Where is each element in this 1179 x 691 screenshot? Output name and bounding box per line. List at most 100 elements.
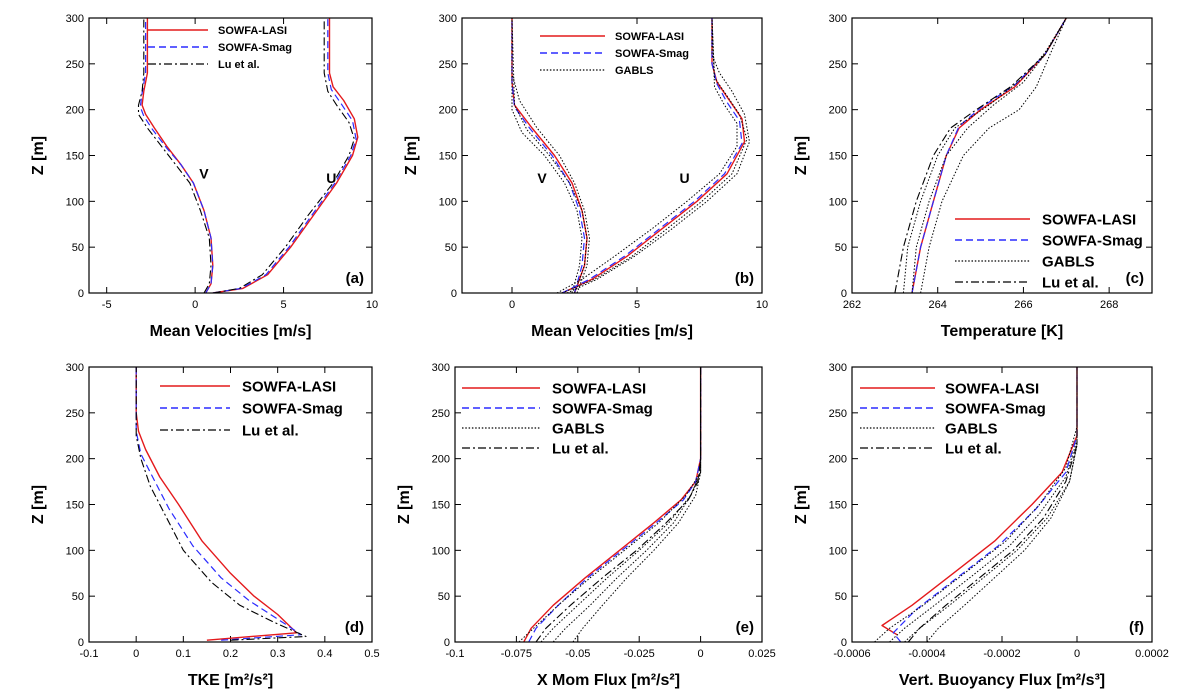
y-tick-label: 250 xyxy=(829,408,847,420)
plot-frame xyxy=(462,18,762,293)
y-tick-label: 0 xyxy=(841,288,847,300)
y-tick-label: 300 xyxy=(439,13,457,25)
legend-label: GABLS xyxy=(945,420,998,437)
y-tick-label: 200 xyxy=(432,454,450,466)
x-axis-title: Vert. Buoyancy Flux [m²/s³] xyxy=(899,672,1105,689)
legend-label: SOWFA-LASI xyxy=(218,25,287,37)
series-line-sowfa-smag xyxy=(912,18,1066,293)
y-tick-label: 0 xyxy=(78,288,84,300)
x-tick-label: 5 xyxy=(634,299,640,311)
y-tick-label: 150 xyxy=(829,151,847,163)
y-tick-label: 150 xyxy=(66,151,84,163)
x-tick-label: 0.0002 xyxy=(1135,648,1169,660)
y-tick-label: 50 xyxy=(72,242,84,254)
y-tick-label: 150 xyxy=(66,500,84,512)
y-tick-label: 250 xyxy=(66,59,84,71)
legend: SOWFA-LASI SOWFA-Smag GABLS Lu et al. xyxy=(462,380,653,457)
legend: SOWFA-LASI SOWFA-Smag Lu et al. xyxy=(160,378,343,439)
y-axis-title: Z [m] xyxy=(30,485,47,524)
legend-label: Lu et al. xyxy=(218,59,260,71)
x-tick-label: 0 xyxy=(509,299,515,311)
y-tick-label: 200 xyxy=(66,454,84,466)
panel-label: (d) xyxy=(345,619,364,636)
y-axis-title: Z [m] xyxy=(793,136,810,175)
y-tick-label: 100 xyxy=(66,545,84,557)
series-line-gabls xyxy=(512,18,587,293)
legend-label: SOWFA-Smag xyxy=(552,400,653,417)
series-line-gabls xyxy=(912,18,1066,293)
series-line-gabls xyxy=(512,18,590,293)
x-tick-label: 262 xyxy=(843,299,861,311)
legend-label: Lu et al. xyxy=(552,440,609,457)
x-tick-label: 0.2 xyxy=(223,648,238,660)
x-axis-title: Temperature [K] xyxy=(941,323,1063,340)
curve-annotation: V xyxy=(537,170,547,186)
x-tick-label: -0.05 xyxy=(565,648,590,660)
x-axis-title: Mean Velocities [m/s] xyxy=(150,323,312,340)
series-line-sowfa-lasi xyxy=(912,18,1066,293)
legend: SOWFA-LASI SOWFA-Smag Lu et al. xyxy=(148,25,292,71)
legend-label: SOWFA-Smag xyxy=(615,48,689,60)
y-tick-label: 50 xyxy=(72,591,84,603)
x-tick-label: 0 xyxy=(698,648,704,660)
y-tick-label: 0 xyxy=(78,637,84,649)
y-tick-label: 150 xyxy=(432,500,450,512)
y-tick-label: 250 xyxy=(829,59,847,71)
y-tick-label: 100 xyxy=(66,196,84,208)
x-tick-label: 268 xyxy=(1100,299,1118,311)
plot-frame xyxy=(852,18,1152,293)
x-tick-label: -5 xyxy=(102,299,112,311)
series-line-gabls xyxy=(921,18,1067,293)
y-tick-label: 300 xyxy=(432,362,450,374)
panel-c: 262 264 266 268 0 50 100 150 200 250 300 SOWFA-LASI… xyxy=(793,13,1152,340)
panel-e: -0.1 -0.075 -0.05 -0.025 0 0.025 0 50 100 150 200 2… xyxy=(396,362,776,689)
legend-label: SOWFA-LASI xyxy=(615,31,684,43)
series-line-gabls xyxy=(512,18,582,293)
x-tick-label: -0.1 xyxy=(80,648,99,660)
panel-b: 0 5 10050100150200250300V USOWFA-LASISOWFA-… xyxy=(403,13,768,340)
y-tick-label: 200 xyxy=(829,105,847,117)
y-tick-label: 0 xyxy=(451,288,457,300)
legend-label: SOWFA-Smag xyxy=(1042,232,1143,249)
legend-label: SOWFA-LASI xyxy=(242,378,336,395)
legend-label: SOWFA-Smag xyxy=(242,400,343,417)
y-tick-label: 300 xyxy=(66,13,84,25)
y-tick-label: 200 xyxy=(439,105,457,117)
y-axis-title: Z [m] xyxy=(396,485,413,524)
y-tick-label: 150 xyxy=(829,500,847,512)
y-tick-label: 0 xyxy=(444,637,450,649)
y-tick-label: 50 xyxy=(438,591,450,603)
series-line-lu-et-al xyxy=(895,18,1066,293)
x-tick-label: 0 xyxy=(1074,648,1080,660)
y-tick-label: 200 xyxy=(829,454,847,466)
legend-label: SOWFA-LASI xyxy=(1042,211,1136,228)
y-axis-title: Z [m] xyxy=(403,136,420,175)
curve-annotation: U xyxy=(679,170,689,186)
x-tick-label: -0.075 xyxy=(501,648,532,660)
legend-label: Lu et al. xyxy=(1042,274,1099,291)
legend-label: GABLS xyxy=(615,65,654,77)
y-tick-label: 50 xyxy=(835,591,847,603)
y-tick-label: 50 xyxy=(835,242,847,254)
y-tick-label: 250 xyxy=(439,59,457,71)
x-tick-label: 0.025 xyxy=(748,648,776,660)
x-tick-label: -0.0004 xyxy=(908,648,945,660)
x-axis-title: Mean Velocities [m/s] xyxy=(531,323,693,340)
y-tick-label: 200 xyxy=(66,105,84,117)
x-tick-label: 266 xyxy=(1014,299,1032,311)
x-tick-label: -0.0002 xyxy=(983,648,1020,660)
panel-d: -0.1 0 0.1 0.2 0.3 0.4 0.5050100150200250300SO… xyxy=(30,362,380,689)
panel-label: (b) xyxy=(735,270,754,287)
panel-label: (a) xyxy=(346,270,364,287)
legend-label: GABLS xyxy=(552,420,605,437)
x-tick-label: 0 xyxy=(192,299,198,311)
y-axis-title: Z [m] xyxy=(30,136,47,175)
legend: SOWFA-LASI SOWFA-Smag GABLS xyxy=(540,31,689,77)
series-line-sowfa-smag xyxy=(512,18,585,293)
legend: SOWFA-LASI SOWFA-Smag GABLS Lu et al. xyxy=(860,380,1046,457)
panel-label: (f) xyxy=(1129,619,1144,636)
x-tick-label: -0.1 xyxy=(446,648,465,660)
legend-label: SOWFA-LASI xyxy=(552,380,646,397)
x-tick-label: -0.025 xyxy=(624,648,655,660)
